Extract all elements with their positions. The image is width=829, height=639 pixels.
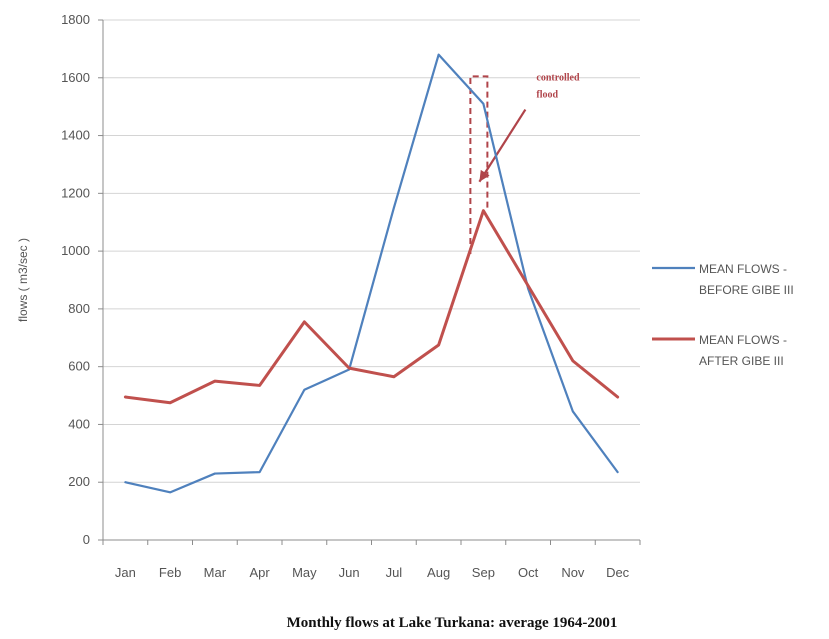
series-1-point-nov	[572, 410, 574, 413]
x-tick-label-aug: Aug	[427, 565, 450, 580]
y-tick-label-200: 200	[68, 474, 90, 489]
series-2-point-mar	[214, 380, 216, 382]
series-1-point-sep	[482, 102, 485, 105]
y-tick-label-1000: 1000	[61, 243, 90, 258]
y-tick-label-800: 800	[68, 301, 90, 316]
grid-lines	[103, 19, 640, 483]
controlled-flood-annotation: controlled flood	[469, 73, 580, 254]
legend-label-2: MEAN FLOWS -	[699, 333, 787, 347]
flood-marker-box	[469, 75, 489, 254]
y-tick-label-1800: 1800	[61, 12, 90, 27]
flood-arrow-line	[478, 108, 527, 183]
chart-title: Monthly flows at Lake Turkana: average 1…	[287, 615, 618, 631]
series-2-point-aug	[437, 344, 440, 346]
series-2-point-sep	[482, 209, 485, 212]
series-1-point-jan	[124, 481, 127, 484]
annotation-text-line: flood	[536, 90, 558, 101]
series-2-point-jul	[393, 375, 395, 378]
x-tick-label-sep: Sep	[472, 565, 495, 580]
series-1-point-feb	[169, 491, 171, 494]
x-tick-label-dec: Dec	[606, 565, 630, 580]
series-2-point-apr	[258, 384, 261, 387]
series-2-point-dec	[616, 396, 619, 398]
x-tick-label-may: May	[292, 565, 317, 580]
y-tick-label-1200: 1200	[61, 185, 90, 200]
x-tick-label-feb: Feb	[159, 565, 181, 580]
series-2-point-nov	[572, 360, 574, 362]
y-tick-label-400: 400	[68, 416, 90, 431]
series-2-point-oct	[527, 284, 529, 287]
legend-label-2: AFTER GIBE III	[699, 354, 784, 368]
y-axis-label: flows ( m3/sec )	[16, 238, 30, 322]
legend: MEAN FLOWS - BEFORE GIBE III MEAN FLOWS - A…	[652, 262, 794, 368]
x-tick-label-jul: Jul	[386, 565, 403, 580]
flood-arrow-head	[479, 169, 490, 182]
series-2-point-may	[303, 321, 306, 323]
series-2-point-feb	[169, 401, 171, 404]
axes	[98, 19, 641, 545]
x-tick-label-apr: Apr	[250, 565, 271, 580]
series-line-1	[124, 53, 619, 494]
x-tick-label-mar: Mar	[204, 565, 227, 580]
legend-label-1: BEFORE GIBE III	[699, 283, 794, 297]
annotation-text-line: controlled	[536, 73, 580, 84]
series-1-point-mar	[214, 472, 216, 475]
x-tick-label-nov: Nov	[561, 565, 585, 580]
series-1-point-jul	[393, 206, 395, 209]
legend-label-1: MEAN FLOWS -	[699, 262, 787, 276]
series-2-point-jan	[124, 396, 127, 398]
y-tick-label-600: 600	[68, 359, 90, 374]
x-tick-label-jan: Jan	[115, 565, 136, 580]
y-tick-label-1400: 1400	[61, 128, 90, 143]
series-1-point-aug	[437, 53, 440, 56]
series-line-2	[123, 209, 620, 405]
x-tick-label-jun: Jun	[339, 565, 360, 580]
series-2-point-jun	[348, 367, 350, 369]
x-tick-label-oct: Oct	[518, 565, 539, 580]
y-tick-label-1600: 1600	[61, 70, 90, 85]
x-tick-labels: Jan Feb Mar Apr May Jun Jul Aug Sep Oct Nov Dec	[115, 565, 630, 580]
y-tick-labels: 0 200 400 600 800 1000 1200 1400 1600 1800	[61, 12, 90, 547]
y-tick-label-0: 0	[83, 532, 90, 547]
series-lines	[123, 53, 620, 494]
series-1-point-dec	[616, 471, 619, 473]
series-1-point-may	[303, 388, 306, 391]
series-1-point-apr	[258, 471, 261, 473]
